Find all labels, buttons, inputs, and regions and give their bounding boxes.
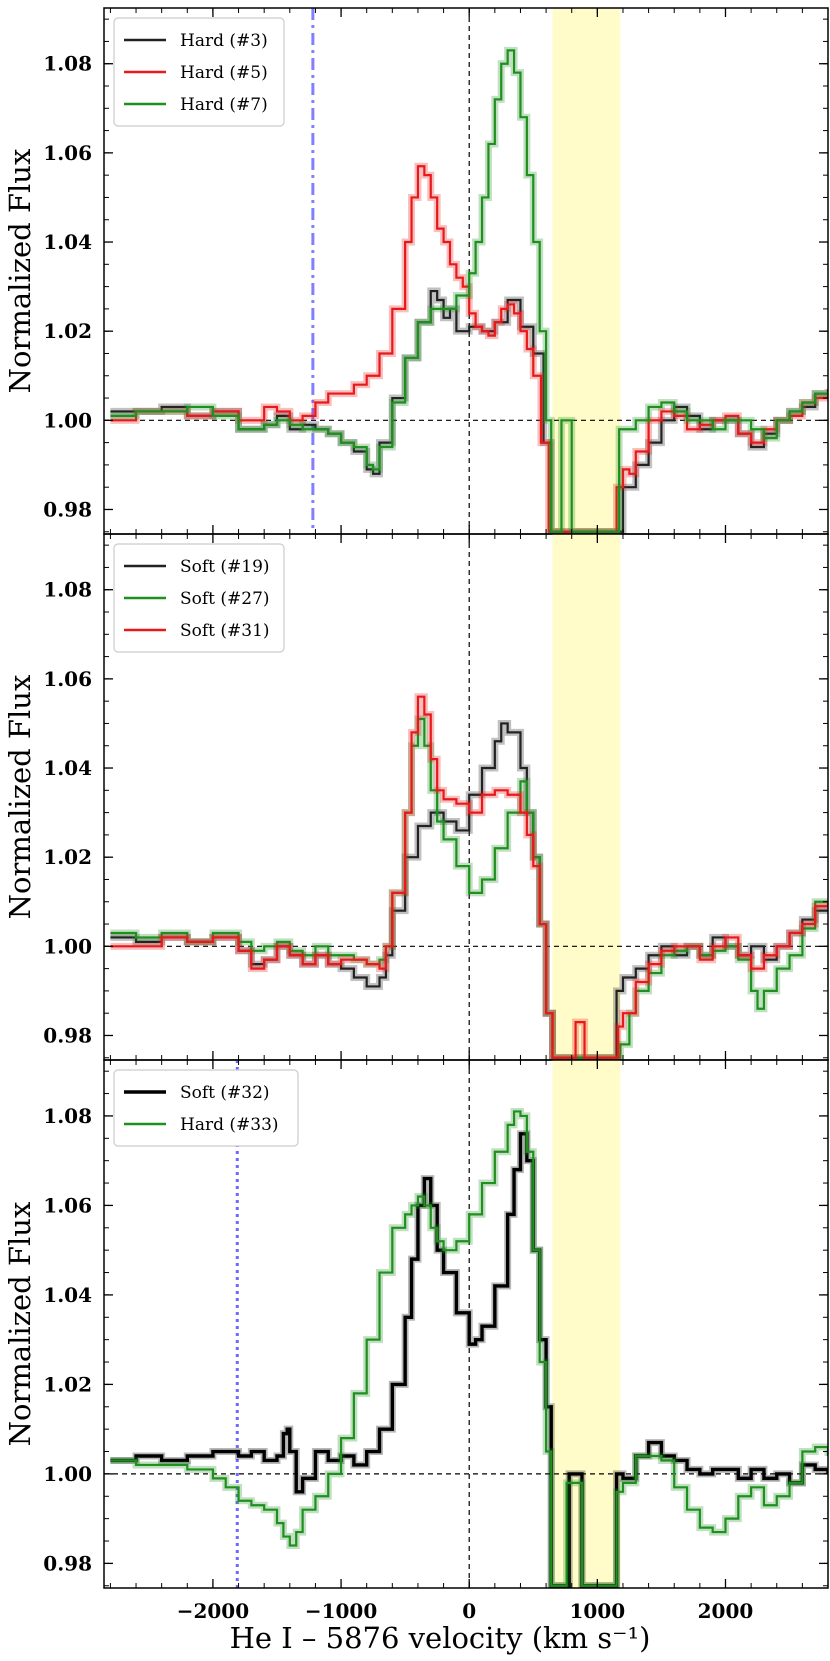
legend-box [113,543,285,653]
y-tick-label: 1.04 [43,756,92,780]
y-tick-label: 1.04 [43,1283,92,1307]
y-tick-label: 1.06 [43,1193,92,1217]
shaded-band [552,8,621,534]
panel-middle: 0.98 1.00 1.02 1.04 1.06 1.08 Normalized Flux S… [3,533,829,1061]
y-tick-label: 1.02 [43,1372,92,1396]
series-line-1 [110,717,828,1059]
series-line-2 [110,695,828,1059]
y-tick-label: 1.06 [43,667,92,691]
plot-area [104,534,828,1060]
shaded-band [552,1060,621,1588]
panels-group: 0.98 1.00 1.02 1.04 1.06 1.08 Normalized Flux H… [3,7,829,1623]
y-tick-label: 1.02 [43,319,92,343]
x-tick-label: −2000 [177,1599,249,1623]
legend-box [113,17,285,127]
y-tick-label: 1.06 [43,141,92,165]
panel-top: 0.98 1.00 1.02 1.04 1.06 1.08 Normalized Flux H… [3,7,829,535]
x-tick-label: 1000 [570,1599,626,1623]
legend-label: Hard (#3) [180,31,268,51]
y-tick-label: 0.98 [43,1551,92,1575]
series-line-1 [110,165,828,533]
legend: Soft (#32) Hard (#33) [113,1069,299,1147]
y-axis-title: Normalized Flux [3,1202,37,1447]
plot-area [104,1060,828,1588]
y-tick-label: 1.02 [43,845,92,869]
y-tick-label: 1.08 [43,1104,92,1128]
legend-label: Hard (#33) [180,1115,279,1135]
y-tick-label: 1.04 [43,230,92,254]
shaded-band [552,534,621,1060]
series-line-2 [110,49,828,533]
legend-label: Soft (#31) [180,621,270,641]
legend-label: Soft (#32) [180,1083,270,1103]
y-tick-label: 1.00 [43,408,92,432]
y-axis-title: Normalized Flux [3,675,37,920]
y-tick-label: 1.08 [43,52,92,76]
panel-frame [103,1059,829,1589]
y-axis-title: Normalized Flux [3,149,37,394]
y-tick-label: 0.98 [43,497,92,521]
x-tick-label: −1000 [305,1599,377,1623]
legend-box [113,1069,299,1147]
y-tick-label: 0.98 [43,1023,92,1047]
series-line-0 [110,1132,828,1588]
plot-area [104,8,828,534]
legend-label: Hard (#5) [180,63,268,83]
legend: Soft (#19) Soft (#27) Soft (#31) [113,543,285,653]
legend-label: Hard (#7) [180,95,268,115]
panel-bottom: 0.98 1.00 1.02 1.04 1.06 1.08 −2000 −1000 0 1000 2… [3,1059,829,1623]
legend-label: Soft (#19) [180,557,270,577]
y-tick-label: 1.00 [43,934,92,958]
x-axis-title: He I – 5876 velocity (km s⁻¹) [230,1621,651,1655]
legend-label: Soft (#27) [180,589,270,609]
x-tick-label: 0 [462,1599,476,1623]
y-tick-label: 1.00 [43,1462,92,1486]
series-line-1 [110,1110,828,1587]
x-tick-label: 2000 [698,1599,754,1623]
y-tick-label: 1.08 [43,578,92,602]
legend: Hard (#3) Hard (#5) Hard (#7) [113,17,285,127]
